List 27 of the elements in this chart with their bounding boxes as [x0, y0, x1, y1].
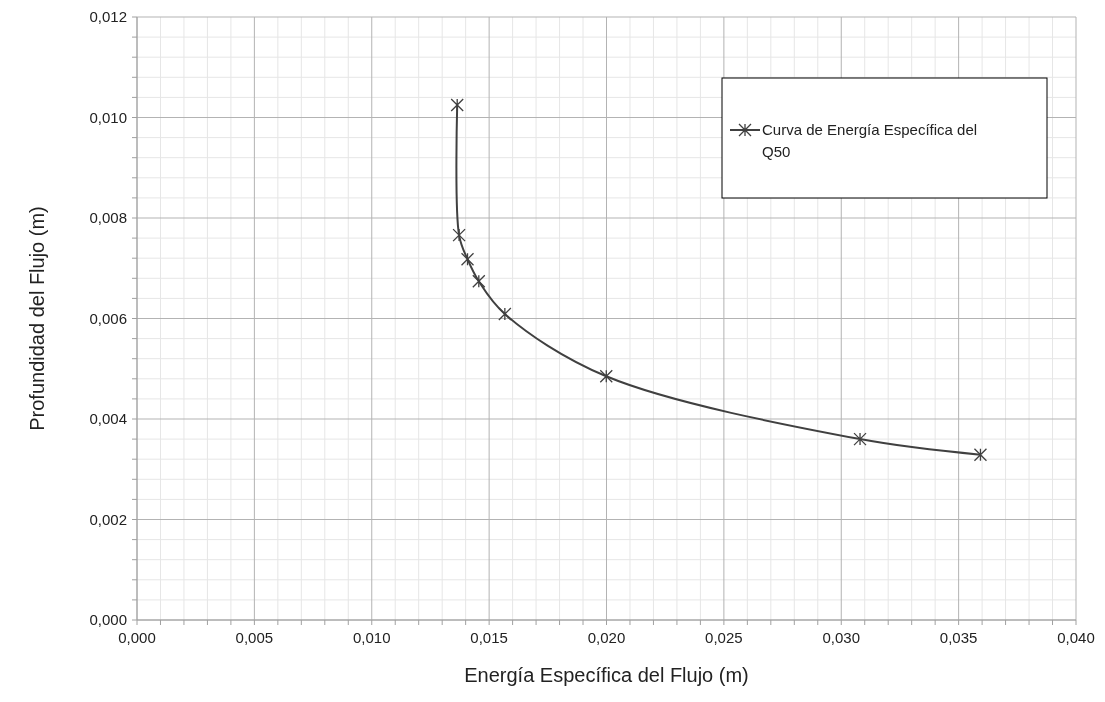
point — [472, 274, 486, 288]
point — [599, 369, 613, 383]
point — [498, 307, 512, 321]
point — [460, 252, 475, 266]
point — [853, 432, 867, 446]
x-tick-label: 0,010 — [352, 629, 391, 646]
y-tick-label: 0,004 — [89, 410, 127, 427]
y-tick-label: 0,008 — [89, 209, 127, 226]
point — [452, 228, 466, 242]
x-tick-label: 0,015 — [470, 629, 508, 646]
point — [973, 448, 988, 462]
point — [450, 98, 464, 112]
x-tick-label: 0,030 — [822, 629, 861, 646]
x-axis-title: Energía Específica del Flujo (m) — [464, 664, 749, 686]
y-tick-label: 0,012 — [89, 8, 127, 25]
x-tick-label: 0,020 — [587, 629, 626, 646]
legend-label: Curva de Energía Específica del Q50 — [762, 121, 978, 160]
y-tick-label: 0,002 — [89, 510, 127, 528]
x-tick-label: 0,035 — [939, 629, 978, 646]
y-tick-label: 0,006 — [89, 309, 127, 327]
y-axis-title: Profundidad del Flujo (m) — [26, 206, 48, 431]
y-tick-label: 0,000 — [89, 611, 127, 628]
x-tick-label: 0,040 — [1057, 629, 1095, 646]
x-tick-label: 0,005 — [235, 629, 274, 646]
x-tick-label: 0,025 — [705, 629, 743, 646]
y-tick-label: 0,010 — [89, 108, 127, 126]
x-tick-label: 0,000 — [118, 629, 156, 646]
